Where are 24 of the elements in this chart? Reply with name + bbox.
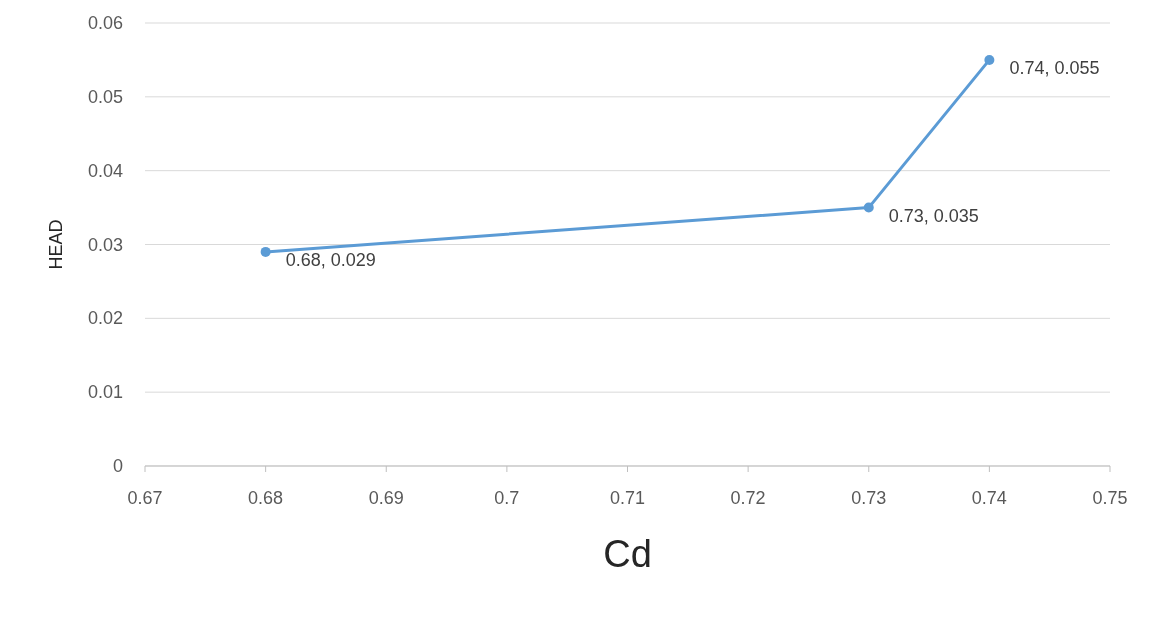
x-axis-title: Cd — [603, 533, 652, 575]
x-tick-label: 0.71 — [609, 488, 646, 508]
y-tick-label: 0.04 — [87, 160, 123, 181]
x-tick-label: 0.74 — [971, 488, 1007, 508]
x-tick-label: 0.68 — [248, 488, 284, 508]
y-axis-title: HEAD — [46, 219, 66, 270]
y-tick-label: 0.03 — [87, 234, 123, 255]
point — [260, 246, 271, 257]
y-tick-label: 0.06 — [87, 13, 123, 33]
data-label: 0.74, 0.055 — [1009, 57, 1100, 78]
y-tick-label: 0.01 — [87, 382, 123, 403]
x-tick-label: 0.72 — [730, 488, 766, 508]
x-tick-label: 0.73 — [851, 488, 887, 508]
y-tick-label: 0.02 — [87, 308, 123, 329]
data-label: 0.68, 0.029 — [285, 249, 376, 270]
x-tick-label: 0.67 — [127, 488, 163, 508]
y-tick-label: 0.05 — [87, 86, 123, 107]
x-tick-label: 0.7 — [494, 488, 520, 508]
x-tick-label: 0.69 — [368, 488, 404, 508]
point — [863, 202, 874, 213]
y-tick-label: 0 — [112, 456, 123, 476]
data-label: 0.73, 0.035 — [888, 205, 979, 226]
point — [984, 54, 995, 65]
x-tick-label: 0.75 — [1092, 488, 1128, 508]
